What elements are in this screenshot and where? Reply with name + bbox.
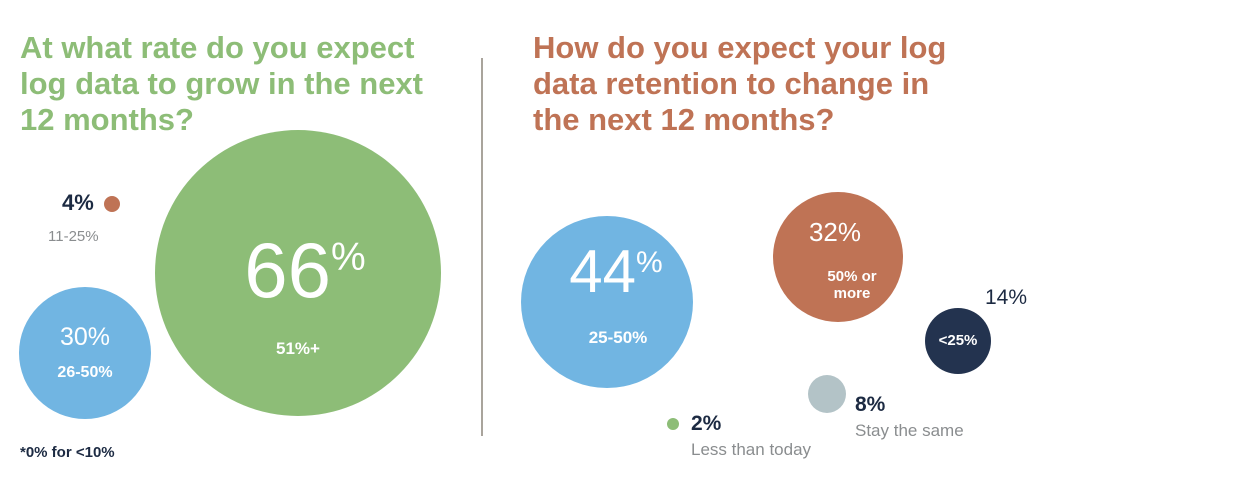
value-label-stay-the-same: 8%: [855, 393, 886, 416]
value-label-less-25: 14%: [985, 286, 1028, 309]
bubble-26-50: [19, 287, 151, 419]
footnote: *0% for <10%: [20, 444, 115, 461]
category-label-stay-the-same: Stay the same: [855, 421, 964, 440]
category-label-51-plus: 51%+: [276, 339, 320, 358]
category-label-50-or-more: 50% or more: [827, 268, 877, 302]
bubble-less-than-today: [667, 418, 679, 430]
bubble-25-50: [521, 216, 693, 388]
value-label-51-plus: 66%: [244, 226, 366, 314]
value-label-26-50: 30%: [59, 323, 111, 351]
value-label-25-50: 44%: [569, 238, 663, 305]
category-label-26-50: 26-50%: [57, 364, 113, 381]
bubble-less-25: [925, 308, 991, 374]
bubble-11-25: [104, 196, 120, 212]
category-label-25-50: 25-50%: [588, 328, 648, 347]
divider: [481, 58, 483, 436]
category-label-less-than-today: Less than today: [691, 440, 812, 459]
bubble-stay-the-same: [808, 375, 846, 413]
category-label-11-25: 11-25%: [48, 228, 99, 245]
bubble-51-plus: [155, 130, 441, 416]
value-label-11-25: 4%: [62, 190, 94, 215]
bubble-50-or-more: [773, 192, 903, 322]
value-label-less-than-today: 2%: [691, 412, 722, 435]
value-label-50-or-more: 32%: [808, 217, 862, 247]
chart-retention-title: How do you expect your log data retentio…: [533, 30, 947, 137]
chart-growth-title: At what rate do you expect log data to g…: [20, 30, 423, 137]
category-label-less-25: <25%: [938, 332, 978, 349]
